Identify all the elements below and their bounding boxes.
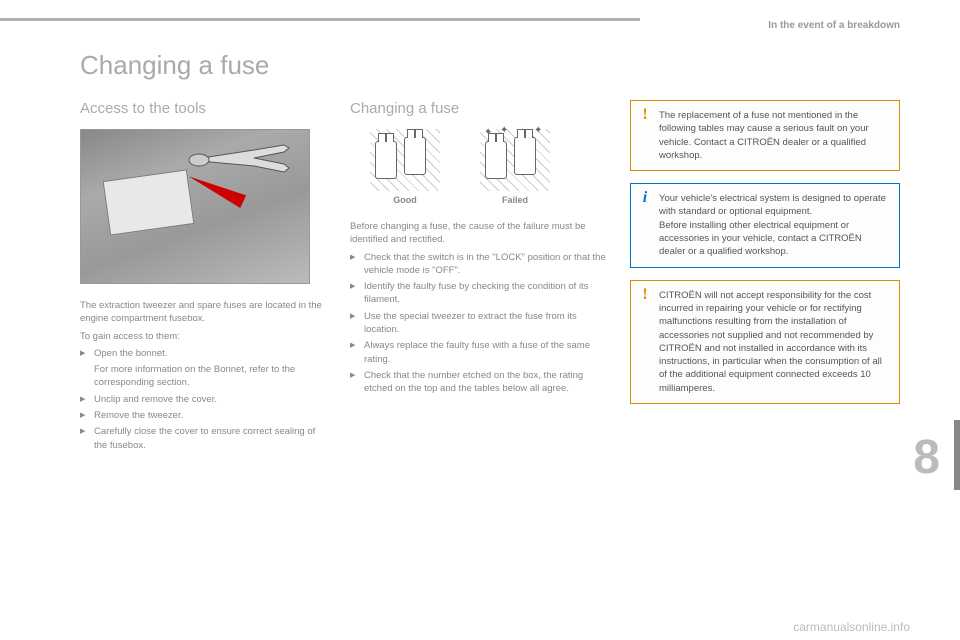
header-section-label: In the event of a breakdown — [768, 20, 900, 31]
callout-info-electrical: i Your vehicle's electrical system is de… — [630, 183, 900, 267]
callout-warning-responsibility: ! CITROËN will not accept responsibility… — [630, 280, 900, 404]
fusebox-shape — [103, 169, 195, 235]
page-title: Changing a fuse — [80, 50, 269, 81]
section-title-changing: Changing a fuse — [350, 100, 610, 117]
callout-text: The replacement of a fuse not mentioned … — [659, 110, 869, 161]
col1-list: Open the bonnet. For more information on… — [80, 347, 330, 452]
list-item: Unclip and remove the cover. — [80, 393, 330, 406]
list-item: Identify the faulty fuse by checking the… — [350, 280, 610, 307]
column-access-tools: Access to the tools The extraction tweez… — [80, 100, 330, 455]
list-item: Remove the tweezer. — [80, 409, 330, 422]
callout-warning-replacement: ! The replacement of a fuse not mentione… — [630, 100, 900, 171]
col2-list: Check that the switch is in the "LOCK" p… — [350, 251, 610, 396]
col1-intro: The extraction tweezer and spare fuses a… — [80, 299, 330, 326]
figure-engine-fusebox — [80, 129, 310, 284]
fuse-figure-failed: ✦ ✦ ✦ ✦ Failed — [480, 129, 550, 205]
col1-lead: To gain access to them: — [80, 330, 330, 343]
list-item: Open the bonnet. — [80, 347, 330, 360]
list-item: Always replace the faulty fuse with a fu… — [350, 339, 610, 366]
spark-icon: ✦ — [484, 127, 492, 138]
callout-text: CITROËN will not accept responsibility f… — [659, 290, 882, 394]
list-item: Check that the switch is in the "LOCK" p… — [350, 251, 610, 278]
list-item: Check that the number etched on the box,… — [350, 369, 610, 396]
chapter-number: 8 — [913, 430, 940, 485]
list-item: For more information on the Bonnet, refe… — [80, 363, 330, 390]
side-tab — [954, 420, 960, 490]
fuse-caption-good: Good — [370, 195, 440, 205]
info-icon: i — [637, 190, 653, 206]
list-item: Use the special tweezer to extract the f… — [350, 310, 610, 337]
top-rule — [0, 18, 640, 21]
fuse-figure-good: Good — [370, 129, 440, 205]
spark-icon: ✦ — [534, 125, 542, 136]
spark-icon: ✦ — [500, 125, 508, 136]
col2-intro: Before changing a fuse, the cause of the… — [350, 220, 610, 247]
col2-body: Before changing a fuse, the cause of the… — [350, 220, 610, 396]
column-changing-fuse: Changing a fuse Good ✦ ✦ ✦ ✦ Failed Befo… — [350, 100, 610, 399]
section-title-access: Access to the tools — [80, 100, 330, 117]
warning-icon: ! — [637, 287, 653, 303]
watermark: carmanualsonline.info — [793, 620, 910, 634]
fuse-caption-failed: Failed — [480, 195, 550, 205]
col1-body: The extraction tweezer and spare fuses a… — [80, 299, 330, 452]
warning-icon: ! — [637, 107, 653, 123]
fuse-figures: Good ✦ ✦ ✦ ✦ Failed — [370, 129, 610, 205]
column-callouts: ! The replacement of a fuse not mentione… — [630, 100, 900, 416]
list-item: Carefully close the cover to ensure corr… — [80, 425, 330, 452]
callout-text: Your vehicle's electrical system is desi… — [659, 193, 886, 257]
